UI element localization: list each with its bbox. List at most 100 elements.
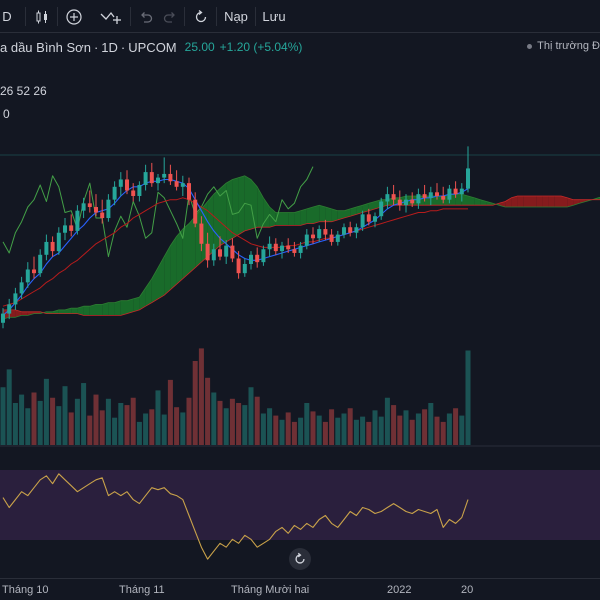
ichimoku-cloud-segment: [46, 311, 53, 314]
legend-separator: ·: [120, 39, 126, 55]
candle-body: [410, 199, 415, 204]
redo-button[interactable]: [160, 0, 180, 33]
volume-bar: [143, 413, 149, 445]
volume-bar: [105, 398, 111, 445]
ichimoku-cloud-segment: [573, 199, 580, 206]
ichimoku-cloud-segment: [561, 195, 568, 208]
candle-body: [329, 234, 334, 242]
indicators-icon: [100, 11, 121, 24]
volume-bar: [316, 415, 322, 445]
ichimoku-cloud-segment: [579, 199, 586, 204]
save-button[interactable]: Lưu: [260, 0, 288, 33]
candle-body: [32, 269, 36, 274]
ichimoku-cloud-segment: [158, 256, 165, 299]
candle-body: [317, 229, 322, 239]
candle-body: [373, 216, 377, 222]
ichimoku-legend[interactable]: 26 52 26: [0, 84, 47, 98]
chart-type-button[interactable]: [30, 0, 54, 33]
candle-body: [385, 194, 390, 202]
candle-body: [112, 186, 117, 200]
ichimoku-cloud-segment: [282, 212, 289, 226]
candle-body: [13, 293, 18, 305]
candle-body: [298, 245, 303, 253]
ichimoku-cloud-segment: [337, 210, 344, 220]
volume-bar: [186, 397, 192, 445]
ichimoku-cloud-segment: [474, 197, 481, 206]
reset-chart-button[interactable]: [289, 548, 311, 570]
volume-bar: [81, 383, 87, 445]
market-status[interactable]: Thị trường Đ: [527, 40, 600, 52]
volume-bar: [366, 421, 372, 445]
candle-body: [435, 192, 439, 196]
symbol-legend[interactable]: a dầu Bình Sơn · 1D · UPCOM 25.00 +1.20 …: [0, 37, 302, 57]
volume-bar: [304, 403, 310, 445]
volume-bar: [198, 348, 204, 445]
ichimoku-cloud-segment: [530, 195, 537, 208]
ichimoku-cloud-segment: [127, 298, 134, 314]
volume-bar: [403, 410, 409, 445]
toolbar-divider: [184, 7, 185, 26]
ichimoku-cloud-segment: [554, 195, 561, 208]
volume-bar: [273, 415, 279, 445]
candle-body: [193, 199, 198, 224]
add-indicator-button[interactable]: [62, 0, 86, 33]
ichimoku-cloud-segment: [511, 195, 518, 208]
candle-body: [100, 212, 105, 219]
ichimoku-cloud-segment: [114, 300, 121, 316]
ichimoku-cloud-segment: [108, 302, 115, 316]
candle-body: [180, 183, 185, 187]
volume-value: 0: [3, 107, 10, 121]
symbol-interval: 1D: [101, 39, 118, 55]
candle-body: [286, 245, 291, 250]
ichimoku-cloud-segment: [461, 194, 468, 206]
volume-bar: [453, 408, 459, 445]
volume-bar: [236, 403, 242, 445]
volume-bar: [43, 378, 49, 445]
indicators-button[interactable]: [97, 0, 125, 33]
ichimoku-cloud-segment: [77, 306, 84, 316]
time-axis[interactable]: Tháng 10 Tháng 11 Tháng Mười hai 2022 20: [0, 578, 600, 600]
toolbar-divider: [216, 7, 217, 26]
volume-bar: [372, 410, 378, 445]
ichimoku-cloud-segment: [21, 311, 28, 316]
ichimoku-cloud-segment: [139, 287, 146, 310]
ichimoku-cloud-segment: [213, 188, 220, 252]
candle-body: [81, 203, 86, 211]
candle-body: [137, 184, 142, 196]
replay-label: Nạp: [224, 9, 248, 24]
timeframe-button[interactable]: D: [0, 0, 14, 33]
undo-button[interactable]: [136, 0, 156, 33]
volume-bar: [118, 403, 124, 445]
volume-bar: [205, 377, 211, 445]
volume-bar: [335, 417, 341, 445]
ichimoku-cloud-segment: [486, 201, 493, 206]
ichimoku-cloud-segment: [244, 175, 251, 231]
volume-bar: [428, 403, 434, 445]
ichimoku-cloud-segment: [269, 207, 276, 228]
volume-legend[interactable]: 0: [3, 107, 10, 121]
leading-span-b-line: [3, 195, 600, 316]
ichimoku-cloud-segment: [350, 207, 357, 217]
ichimoku-cloud-segment: [362, 203, 369, 213]
ichimoku-cloud-segment: [15, 309, 22, 318]
volume-bar: [149, 409, 155, 445]
candle-body: [466, 168, 470, 189]
refresh-button[interactable]: [190, 0, 212, 33]
leading-span-a-line: [2, 175, 600, 320]
candle-body: [459, 188, 464, 195]
candle-body: [242, 263, 247, 274]
top-toolbar: D: [0, 0, 600, 33]
time-axis-label: Tháng Mười hai: [231, 584, 310, 596]
candle-body: [69, 225, 74, 231]
candle-body: [422, 194, 427, 198]
ichimoku-cloud-segment: [548, 195, 555, 208]
candle-body: [236, 258, 241, 274]
ichimoku-cloud-segment: [220, 183, 227, 246]
volume-bar: [223, 408, 229, 445]
ichimoku-cloud-segment: [89, 304, 96, 316]
volume-bar: [124, 405, 130, 445]
replay-button[interactable]: Nạp: [222, 0, 250, 33]
candle-body: [87, 203, 92, 208]
ichimoku-cloud-segment: [170, 236, 177, 290]
